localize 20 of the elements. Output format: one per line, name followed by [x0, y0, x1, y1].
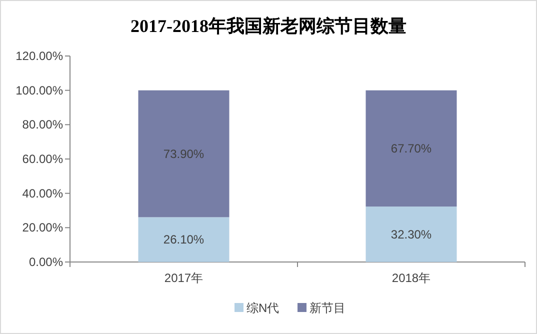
y-tick-label: 120.00% [16, 49, 64, 63]
bar [138, 217, 230, 262]
y-tick-label: 100.00% [16, 83, 64, 98]
data-label: 67.70% [390, 141, 432, 156]
y-tick-label: 20.00% [22, 220, 64, 235]
bar [138, 90, 230, 218]
data-label: 26.10% [163, 232, 204, 247]
legend-label: 新节目 [310, 301, 346, 315]
x-tick-label: 2018年 [392, 271, 431, 285]
y-tick-label: 80.00% [22, 118, 64, 132]
chart-title: 2017-2018年我国新老网综节目数量 [130, 16, 406, 36]
y-tick-label: 60.00% [22, 152, 64, 166]
x-tick-label: 2017年 [164, 271, 204, 285]
data-label: 32.30% [390, 227, 432, 242]
legend-label: 综N代 [246, 301, 280, 315]
data-label: 73.90% [163, 146, 204, 161]
bar [366, 206, 457, 262]
y-tick-label: 0.00% [28, 255, 64, 269]
bar [366, 90, 457, 207]
y-tick-label: 40.00% [22, 186, 64, 200]
